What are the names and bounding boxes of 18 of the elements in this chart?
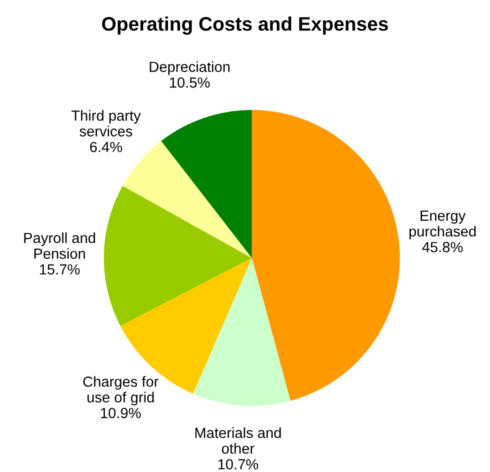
slice-label: Charges for use of grid bbox=[83, 376, 158, 406]
data-label: 10.9% bbox=[101, 408, 141, 418]
slice-label: Materials and other bbox=[195, 427, 281, 454]
data-label: 10.7% bbox=[218, 459, 258, 470]
slice-label: Depreciation bbox=[150, 61, 230, 75]
pie-slice bbox=[252, 110, 400, 401]
pie-slice bbox=[161, 110, 252, 258]
data-label: 45.8% bbox=[422, 242, 463, 252]
pie-slice bbox=[193, 258, 290, 406]
pie-slice bbox=[122, 141, 252, 258]
data-label: 10.5% bbox=[170, 77, 210, 88]
data-label: 15.7% bbox=[40, 264, 80, 275]
slice-label: Payroll and Pension bbox=[24, 232, 96, 259]
slice-label: Energy purchased bbox=[409, 210, 476, 240]
chart-title: Operating Costs and Expenses bbox=[102, 16, 388, 35]
slice-label: Third party services bbox=[71, 110, 141, 136]
pie-slice bbox=[104, 186, 252, 326]
data-label: 6.4% bbox=[90, 142, 122, 152]
